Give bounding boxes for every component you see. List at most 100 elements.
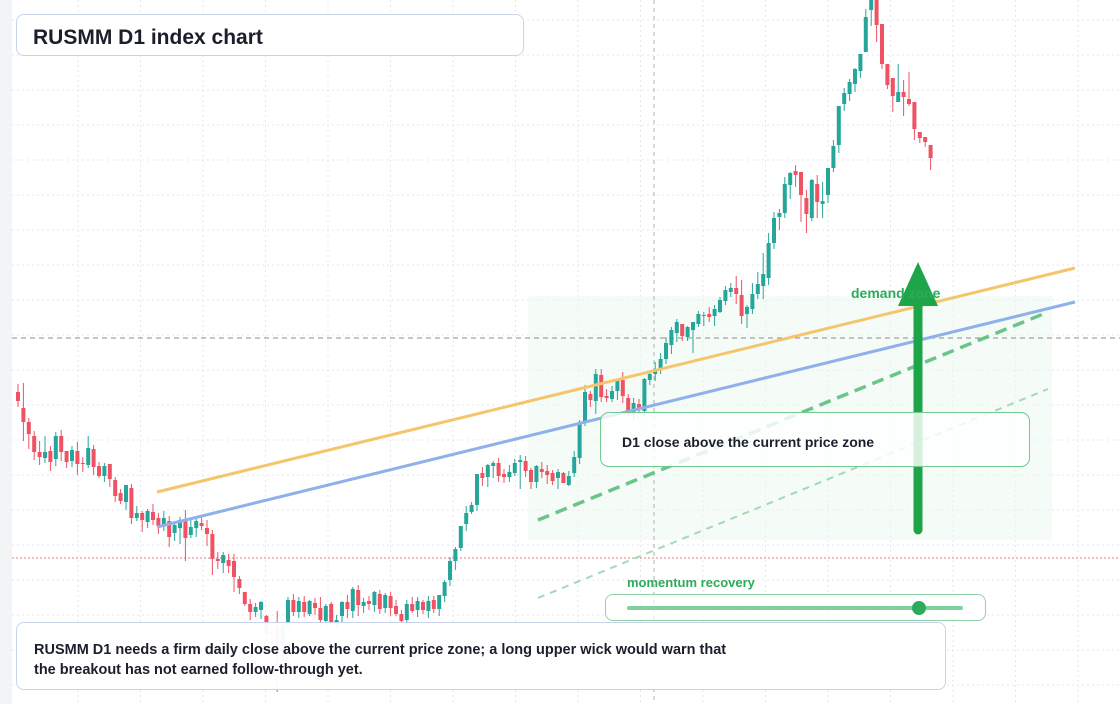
candle[interactable] <box>480 467 485 486</box>
candle[interactable] <box>113 477 118 502</box>
candle[interactable] <box>140 511 145 532</box>
candle[interactable] <box>874 0 879 42</box>
candle[interactable] <box>43 436 47 463</box>
candle[interactable] <box>680 324 685 341</box>
candle[interactable] <box>507 465 512 482</box>
candle[interactable] <box>772 212 776 249</box>
candle[interactable] <box>404 600 409 625</box>
candle[interactable] <box>248 599 253 620</box>
candle[interactable] <box>64 451 69 468</box>
candle[interactable] <box>529 468 533 489</box>
candle[interactable] <box>561 472 566 483</box>
candle[interactable] <box>469 502 474 514</box>
candle[interactable] <box>442 580 447 602</box>
momentum-slider-track[interactable] <box>627 606 963 610</box>
candle[interactable] <box>588 391 593 407</box>
candle[interactable] <box>340 601 344 622</box>
candle[interactable] <box>253 603 258 617</box>
candle[interactable] <box>745 305 749 328</box>
candle[interactable] <box>210 530 215 575</box>
candle[interactable] <box>356 585 361 616</box>
candle[interactable] <box>313 598 317 615</box>
candle[interactable] <box>523 456 528 477</box>
candle[interactable] <box>858 54 863 78</box>
candle[interactable] <box>518 455 523 489</box>
candle[interactable] <box>237 576 242 594</box>
candle[interactable] <box>593 369 598 414</box>
candle[interactable] <box>566 471 571 486</box>
momentum-slider-knob[interactable] <box>912 601 927 615</box>
candle[interactable] <box>718 297 722 313</box>
candle[interactable] <box>691 322 695 353</box>
candle[interactable] <box>831 140 836 172</box>
candle[interactable] <box>512 459 517 476</box>
candle[interactable] <box>485 464 490 487</box>
candle[interactable] <box>307 600 312 616</box>
candle[interactable] <box>755 272 760 299</box>
candle[interactable] <box>869 0 874 26</box>
candle[interactable] <box>723 286 728 305</box>
candle[interactable] <box>728 283 733 297</box>
candle[interactable] <box>232 554 236 592</box>
candle[interactable] <box>453 547 458 570</box>
candle[interactable] <box>215 552 220 569</box>
candle[interactable] <box>550 470 555 485</box>
candle[interactable] <box>86 436 91 468</box>
candle[interactable] <box>788 172 793 199</box>
candle[interactable] <box>923 137 928 147</box>
candle[interactable] <box>199 517 204 530</box>
candle[interactable] <box>491 461 496 478</box>
candle[interactable] <box>475 474 479 511</box>
candle[interactable] <box>674 319 679 342</box>
candle[interactable] <box>194 518 199 537</box>
candle[interactable] <box>296 597 301 618</box>
candle[interactable] <box>145 509 150 528</box>
candle[interactable] <box>59 430 64 461</box>
candle[interactable] <box>388 592 393 616</box>
candle[interactable] <box>826 168 830 203</box>
candle[interactable] <box>647 371 652 385</box>
candle[interactable] <box>583 385 587 426</box>
candle[interactable] <box>70 446 74 467</box>
candle[interactable] <box>16 384 20 407</box>
candle[interactable] <box>739 280 744 324</box>
candle[interactable] <box>599 369 604 402</box>
candle[interactable] <box>415 597 420 617</box>
candle[interactable] <box>610 386 614 402</box>
candle[interactable] <box>556 469 560 489</box>
candle[interactable] <box>572 451 577 477</box>
candle[interactable] <box>431 596 436 613</box>
candle[interactable] <box>372 591 377 612</box>
candle[interactable] <box>53 432 58 466</box>
candle[interactable] <box>118 489 123 504</box>
candle[interactable] <box>21 383 26 441</box>
candle[interactable] <box>259 601 263 619</box>
candle[interactable] <box>102 463 107 482</box>
candle[interactable] <box>615 379 620 400</box>
candle[interactable] <box>80 457 85 472</box>
candle[interactable] <box>75 442 80 475</box>
candle[interactable] <box>97 462 101 478</box>
candle[interactable] <box>928 145 933 170</box>
candle[interactable] <box>183 510 188 561</box>
candle[interactable] <box>383 593 388 613</box>
candle[interactable] <box>664 337 668 364</box>
candle[interactable] <box>458 526 463 551</box>
candle[interactable] <box>750 283 755 314</box>
candle[interactable] <box>912 102 917 140</box>
candle[interactable] <box>685 326 690 341</box>
candle[interactable] <box>502 469 506 483</box>
candle[interactable] <box>777 209 782 230</box>
candle[interactable] <box>205 520 209 546</box>
candle[interactable] <box>842 88 847 111</box>
candle[interactable] <box>734 276 739 304</box>
candle[interactable] <box>890 78 895 112</box>
candle[interactable] <box>188 519 193 538</box>
candle[interactable] <box>91 445 96 475</box>
candle[interactable] <box>448 557 452 586</box>
momentum-slider[interactable] <box>605 594 986 621</box>
candle[interactable] <box>221 552 226 573</box>
candle[interactable] <box>815 175 820 218</box>
candle[interactable] <box>820 182 825 218</box>
candle[interactable] <box>134 506 139 521</box>
